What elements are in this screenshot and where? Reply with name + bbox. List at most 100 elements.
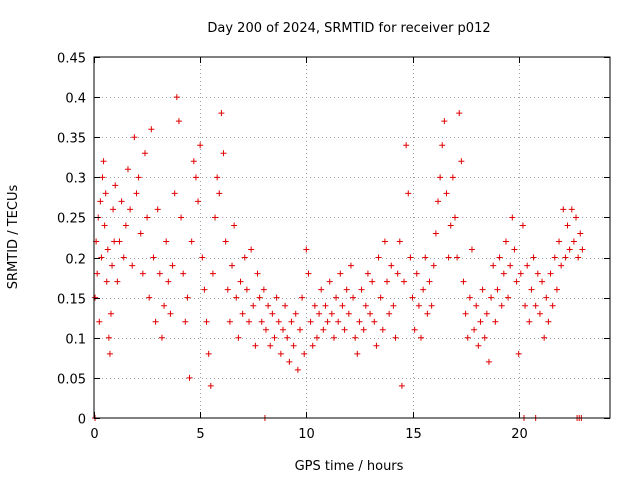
data-point bbox=[413, 270, 420, 277]
data-point bbox=[456, 110, 463, 117]
data-point bbox=[409, 294, 416, 301]
data-point bbox=[305, 270, 312, 277]
data-point bbox=[275, 318, 282, 325]
data-point bbox=[127, 206, 134, 213]
data-point bbox=[313, 334, 320, 341]
data-point bbox=[513, 278, 520, 285]
data-point bbox=[500, 270, 507, 277]
data-point bbox=[161, 302, 168, 309]
x-axis-label: GPS time / hours bbox=[295, 459, 404, 474]
data-point bbox=[237, 278, 244, 285]
data-point bbox=[443, 190, 450, 197]
x-tick-label: 5 bbox=[196, 427, 204, 442]
data-point bbox=[556, 238, 563, 245]
data-point bbox=[271, 334, 278, 341]
data-point bbox=[558, 262, 565, 269]
data-point bbox=[243, 286, 250, 293]
data-point bbox=[197, 142, 204, 149]
data-point bbox=[485, 358, 492, 365]
data-point bbox=[288, 318, 295, 325]
data-point bbox=[560, 206, 567, 213]
data-point bbox=[111, 238, 118, 245]
y-tick-label: 0.4 bbox=[65, 92, 86, 107]
data-point bbox=[252, 342, 259, 349]
data-point bbox=[203, 318, 210, 325]
data-point bbox=[171, 190, 178, 197]
data-point bbox=[522, 302, 529, 309]
data-point bbox=[447, 222, 454, 229]
data-point bbox=[263, 326, 269, 333]
data-point bbox=[492, 318, 499, 325]
x-tick-label: 10 bbox=[298, 427, 315, 442]
data-marks bbox=[92, 94, 586, 421]
data-point bbox=[182, 318, 189, 325]
data-point bbox=[483, 310, 490, 317]
data-point bbox=[165, 278, 172, 285]
data-point bbox=[120, 254, 127, 261]
data-point bbox=[167, 310, 174, 317]
data-point bbox=[356, 318, 363, 325]
data-point bbox=[216, 190, 223, 197]
data-point bbox=[396, 238, 403, 245]
data-point bbox=[152, 318, 159, 325]
data-point bbox=[333, 294, 340, 301]
data-point bbox=[109, 262, 116, 269]
data-point bbox=[481, 334, 488, 341]
data-point bbox=[543, 294, 550, 301]
data-point bbox=[394, 270, 401, 277]
data-point bbox=[528, 286, 535, 293]
data-point bbox=[180, 270, 187, 277]
data-point bbox=[114, 278, 121, 285]
data-point bbox=[301, 350, 308, 357]
data-point bbox=[390, 302, 397, 309]
data-point bbox=[178, 214, 185, 221]
data-point bbox=[265, 302, 272, 309]
data-point bbox=[386, 310, 393, 317]
data-point bbox=[551, 254, 558, 261]
data-point bbox=[439, 142, 446, 149]
data-point bbox=[398, 382, 405, 389]
data-point bbox=[449, 174, 456, 181]
data-point bbox=[131, 134, 138, 141]
data-point bbox=[199, 254, 206, 261]
data-point bbox=[498, 302, 505, 309]
data-point bbox=[445, 254, 452, 261]
data-point bbox=[496, 254, 503, 261]
data-point bbox=[388, 262, 395, 269]
data-point bbox=[570, 238, 577, 245]
data-point bbox=[507, 262, 514, 269]
data-point bbox=[532, 302, 539, 309]
data-point bbox=[299, 294, 306, 301]
data-point bbox=[460, 278, 467, 285]
data-point bbox=[371, 318, 378, 325]
data-point bbox=[284, 334, 291, 341]
y-tick-label: 0.35 bbox=[57, 132, 86, 147]
data-point bbox=[322, 302, 329, 309]
data-point bbox=[169, 262, 176, 269]
data-point bbox=[341, 326, 348, 333]
data-point bbox=[375, 254, 382, 261]
data-point bbox=[441, 118, 448, 125]
plot-frame bbox=[93, 56, 611, 419]
data-point bbox=[437, 174, 444, 181]
data-point bbox=[362, 302, 369, 309]
data-point bbox=[103, 278, 110, 285]
data-point bbox=[364, 270, 371, 277]
data-point bbox=[260, 286, 267, 293]
data-point bbox=[201, 286, 208, 293]
data-point bbox=[296, 326, 303, 333]
data-point bbox=[479, 286, 486, 293]
data-point bbox=[214, 174, 221, 181]
y-tick-label: 0.2 bbox=[65, 253, 86, 268]
data-point bbox=[530, 254, 537, 261]
data-point bbox=[235, 334, 242, 341]
data-point bbox=[212, 214, 219, 221]
data-point bbox=[420, 286, 427, 293]
data-point bbox=[286, 358, 293, 365]
data-point bbox=[343, 286, 350, 293]
data-point bbox=[226, 318, 233, 325]
data-point bbox=[511, 246, 518, 253]
data-point bbox=[534, 270, 541, 277]
data-point bbox=[205, 350, 212, 357]
